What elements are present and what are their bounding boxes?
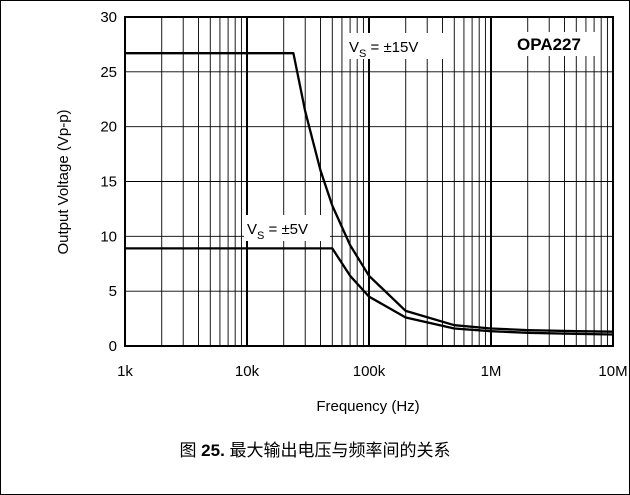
y-axis-title: Output Voltage (Vp-p) xyxy=(55,109,72,254)
series-line-2 xyxy=(125,247,614,336)
y-tick-label: 30 xyxy=(100,9,117,26)
caption-number: 25. xyxy=(201,441,225,460)
y-tick-label: 0 xyxy=(109,338,117,355)
plot-border xyxy=(124,16,614,347)
x-tick-label: 1M xyxy=(481,363,502,380)
y-tick-label: 5 xyxy=(109,283,117,300)
series-2-annotation-bg xyxy=(244,215,330,241)
series-2-annotation: VS = ±5V xyxy=(247,221,308,242)
series-1-annotation-bg xyxy=(346,33,452,59)
y-tick-label: 20 xyxy=(100,119,117,136)
y-tick-label: 15 xyxy=(100,174,117,191)
series-line-1 xyxy=(125,52,614,333)
x-tick-label: 10M xyxy=(598,363,627,380)
x-axis-ticks: 1k 10k 100k 1M 10M xyxy=(117,363,628,380)
caption-prefix: 图 xyxy=(179,441,202,460)
x-tick-label: 1k xyxy=(117,363,133,380)
y-tick-label: 25 xyxy=(100,64,117,81)
x-tick-label: 10k xyxy=(235,363,260,380)
device-label: OPA227 xyxy=(517,35,581,54)
x-axis-title: Frequency (Hz) xyxy=(316,398,419,415)
y-tick-label: 10 xyxy=(100,228,117,245)
device-label-bg xyxy=(501,32,597,56)
y-axis-ticks: 0 5 10 15 20 25 30 xyxy=(100,9,117,355)
figure-caption: 图 25. 最大输出电压与频率间的关系 xyxy=(0,436,630,461)
caption-text: 最大输出电压与频率间的关系 xyxy=(224,441,451,460)
series-1-annotation: VS = ±15V xyxy=(349,39,418,60)
series-group xyxy=(125,52,614,336)
x-tick-label: 100k xyxy=(353,363,386,380)
